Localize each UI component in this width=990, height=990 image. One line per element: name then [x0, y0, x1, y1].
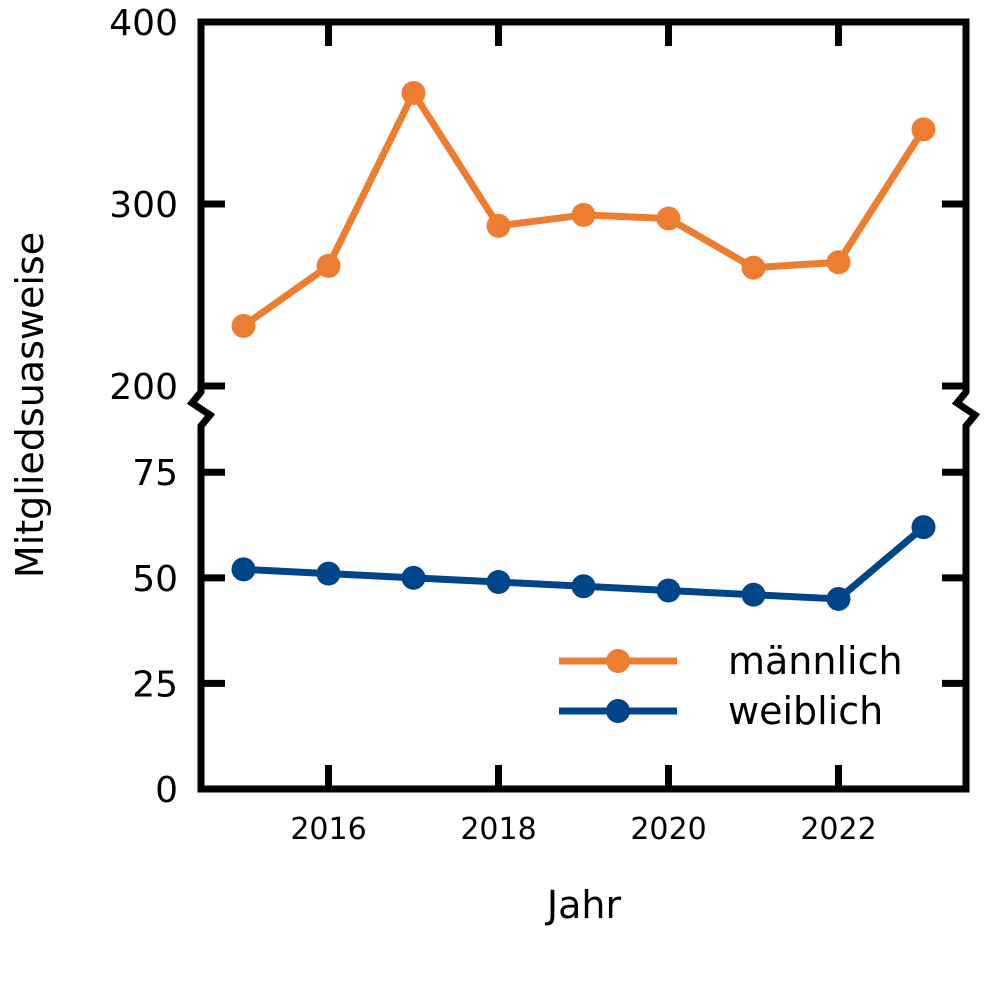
data-point-2-2016 [316, 561, 341, 586]
data-point-2-2019 [571, 574, 596, 599]
x-tick-label: 2016 [290, 812, 366, 847]
legend-marker-2 [606, 699, 630, 723]
data-point-2-2015 [231, 557, 256, 582]
x-tick-label: 2020 [630, 812, 706, 847]
legend: männlich weiblich [559, 639, 903, 733]
y-tick-label: 25 [132, 664, 178, 705]
y-tick-label: 300 [109, 185, 178, 226]
legend-label-1: männlich [728, 639, 903, 683]
x-tick-label: 2022 [800, 812, 876, 847]
data-point-1-2016 [316, 253, 341, 278]
legend-marker-1 [606, 649, 630, 673]
data-point-2-2021 [741, 582, 766, 607]
x-axis-ticks: 2016 2018 2020 2022 [290, 22, 877, 847]
data-point-2-2018 [486, 570, 511, 595]
data-point-2-2017 [401, 565, 426, 590]
data-point-1-2018 [486, 213, 511, 238]
y-tick-label: 75 [132, 453, 178, 494]
y-tick-label: 0 [155, 770, 178, 811]
data-point-1-2023 [911, 117, 936, 142]
right-spine [951, 18, 981, 793]
data-point-2-2023 [911, 515, 936, 540]
data-point-1-2015 [231, 313, 256, 338]
data-point-2-2022 [826, 586, 851, 611]
data-point-1-2019 [571, 202, 596, 227]
data-point-1-2017 [401, 80, 426, 105]
data-point-1-2021 [741, 255, 766, 280]
y-tick-label: 50 [132, 559, 178, 600]
data-point-1-2022 [826, 250, 851, 275]
series-layer [231, 80, 936, 611]
left-spine [186, 18, 216, 793]
x-tick-label: 2018 [460, 812, 536, 847]
x-axis-label: Jahr [545, 883, 622, 927]
legend-label-2: weiblich [728, 689, 883, 733]
y-axis-label: Mitgliedsuasweise [8, 232, 52, 578]
y-tick-label: 400 [109, 3, 178, 44]
y-tick-label: 200 [109, 367, 178, 408]
data-point-2-2020 [656, 578, 681, 603]
y-axis-ticks: 200 300 400 0 25 50 75 [109, 3, 966, 811]
data-point-1-2020 [656, 206, 681, 231]
